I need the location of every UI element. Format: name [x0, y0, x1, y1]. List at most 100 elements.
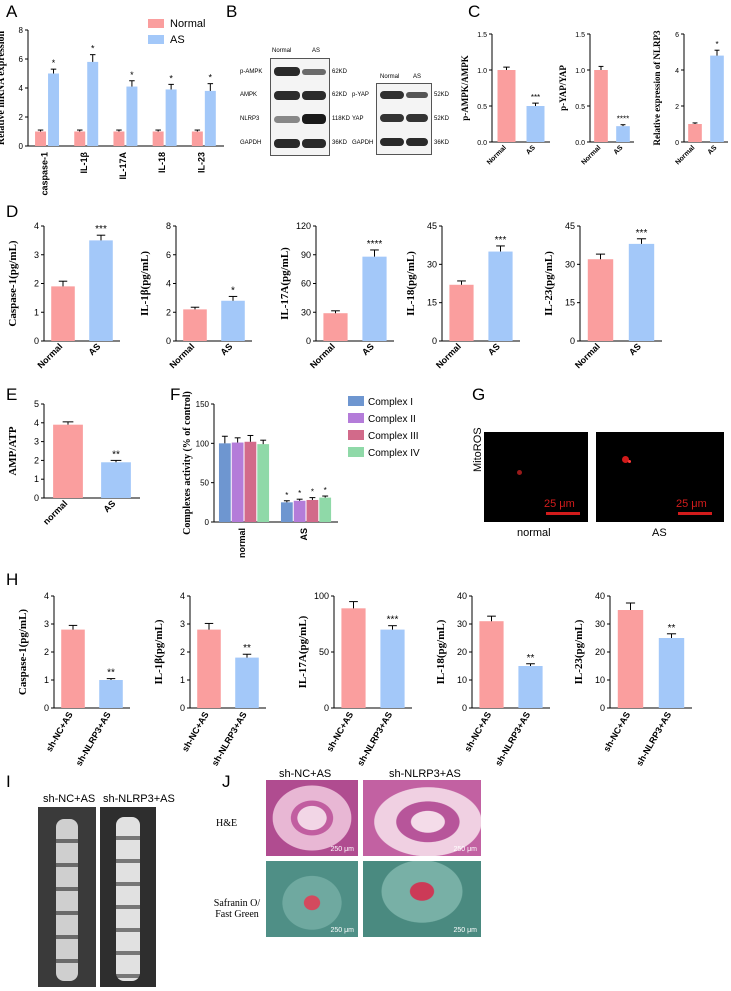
y-tick-label: 0: [570, 336, 575, 346]
x-tick-label: sh-NC+AS: [601, 710, 632, 753]
significance-label: *: [169, 73, 173, 83]
bar-as: [221, 300, 245, 341]
chart-h3: 0 50 100 IL-17A(pg/mL) sh-NC+AS *** sh-NLRP3+A…: [297, 591, 412, 768]
y-tick-label: 5: [34, 399, 39, 409]
significance-label: ***: [495, 235, 507, 246]
y-tick-label: 0: [324, 703, 329, 713]
y-tick-label: 0: [600, 703, 605, 713]
panel-letter-f: F: [170, 385, 181, 404]
bar-normal: [594, 70, 608, 142]
significance-label: ***: [636, 228, 648, 239]
bar-as: [89, 240, 113, 341]
bar-complex-ii: [293, 500, 306, 522]
blot-label: NLRP3: [240, 116, 260, 122]
y-tick-label: 30: [427, 259, 437, 269]
y-tick-label: 40: [457, 591, 467, 601]
chart-h1: 0 1 2 3 4 Caspase-1(pg/mL) sh-NC+AS ** sh-NLRP3+…: [17, 591, 130, 768]
bar-complex-ii: [231, 442, 244, 522]
significance-label: **: [112, 449, 120, 460]
chart-c1: 0.0 0.5 1.0 1.5 p-AMPK/AMPK Normal *** AS: [460, 32, 550, 166]
legend-label: AS: [170, 34, 185, 46]
band: [274, 116, 300, 123]
blot-label: p-YAP: [352, 92, 369, 98]
scale-label: 250 μm: [330, 927, 355, 934]
y-tick-label: 120: [296, 221, 311, 231]
scale-label: 250 μm: [453, 927, 478, 934]
chart-d1: 0 1 2 3 4 Caspase-1(pg/mL) Normal *** AS: [7, 221, 120, 370]
y-axis-title: AMP/ATP: [7, 426, 19, 476]
significance-label: *: [298, 489, 301, 498]
y-tick-label: 0: [180, 703, 185, 713]
blot-kd: 52KD: [434, 92, 450, 98]
bar-sh-nc-as: [61, 629, 85, 708]
y-tick-label: 150: [196, 400, 210, 409]
bar-normal: [35, 131, 47, 146]
i-label-sh-nc: sh-NC+AS: [43, 793, 96, 805]
panel-letter-c: C: [468, 2, 481, 21]
legend-label: Complex IV: [368, 448, 420, 459]
xray-image-sh-nlrp3: [100, 807, 156, 987]
y-axis-title: IL-1β(pg/mL): [139, 251, 151, 316]
y-tick-label: 4: [166, 279, 171, 289]
x-tick-label: AS: [101, 498, 117, 514]
x-tick-label: Normal: [573, 341, 602, 370]
y-tick-label: 40: [595, 591, 605, 601]
x-tick-label: sh-NC+AS: [462, 710, 493, 753]
y-tick-label: 0: [205, 518, 210, 527]
band: [406, 92, 428, 98]
y-axis-title: IL-17A(pg/mL): [279, 247, 291, 320]
y-tick-label: 1.5: [477, 32, 487, 39]
y-tick-label: 0: [34, 336, 39, 346]
blot-kd: 52KD: [434, 116, 450, 122]
bar-sh-nc-as: [197, 629, 221, 708]
band: [302, 91, 326, 100]
blot-kd: 62KD: [332, 92, 348, 98]
bar-normal: [449, 284, 474, 341]
x-tick-label: Normal: [486, 144, 508, 166]
y-tick-label: 0: [675, 140, 679, 147]
x-tick-label: sh-NLRP3+AS: [634, 710, 673, 768]
significance-label: ****: [617, 115, 629, 124]
y-tick-label: 1.0: [477, 68, 487, 75]
x-tick-label: AS: [613, 144, 625, 156]
chart-d5: 0 15 30 45 IL-23(pg/mL) Normal *** AS: [543, 221, 662, 370]
y-tick-label: 1.0: [575, 68, 585, 75]
blot-membrane-left: [270, 58, 330, 156]
significance-label: ***: [531, 93, 540, 102]
significance-label: *: [311, 488, 314, 497]
y-tick-label: 0.5: [575, 104, 585, 111]
significance-label: ***: [95, 224, 107, 235]
x-tick-label: sh-NLRP3+AS: [74, 710, 113, 768]
x-tick-label: sh-NC+AS: [324, 710, 355, 753]
y-axis-title: IL-23(pg/mL): [573, 619, 585, 684]
legend-swatch-complex-i: [348, 396, 364, 406]
y-tick-label: 30: [301, 307, 311, 317]
significance-label: *: [715, 40, 718, 49]
bar-normal: [51, 286, 75, 341]
significance-label: ***: [387, 615, 399, 626]
bar-complex-i: [218, 443, 231, 522]
blot-label: YAP: [352, 116, 364, 122]
blot-kd: 36KD: [434, 140, 450, 146]
band: [274, 139, 300, 148]
x-tick-label: caspase-1: [40, 152, 50, 196]
spine-column: [56, 819, 78, 981]
spine-column: [116, 817, 140, 981]
band: [302, 139, 326, 148]
x-tick-label: sh-NC+AS: [180, 710, 211, 753]
scale-label: 25 μm: [676, 498, 707, 510]
blot-label: GAPDH: [240, 140, 262, 146]
x-tick-label: AS: [525, 144, 537, 156]
y-axis-title: Complexes activity (% of control): [182, 391, 193, 535]
bar-sh-nlrp3-as: [99, 680, 123, 708]
y-tick-label: 50: [319, 647, 329, 657]
scale-label: 250 μm: [330, 846, 355, 853]
bar-complex-iv: [319, 497, 332, 522]
i-label-sh-nlrp3: sh-NLRP3+AS: [103, 793, 175, 805]
panel-letter-a: A: [6, 2, 18, 21]
y-tick-label: 60: [301, 279, 311, 289]
y-tick-label: 0: [306, 336, 311, 346]
legend-swatch-complex-iv: [348, 447, 364, 457]
y-tick-label: 1: [180, 675, 185, 685]
blot-header-as: AS: [413, 74, 422, 80]
